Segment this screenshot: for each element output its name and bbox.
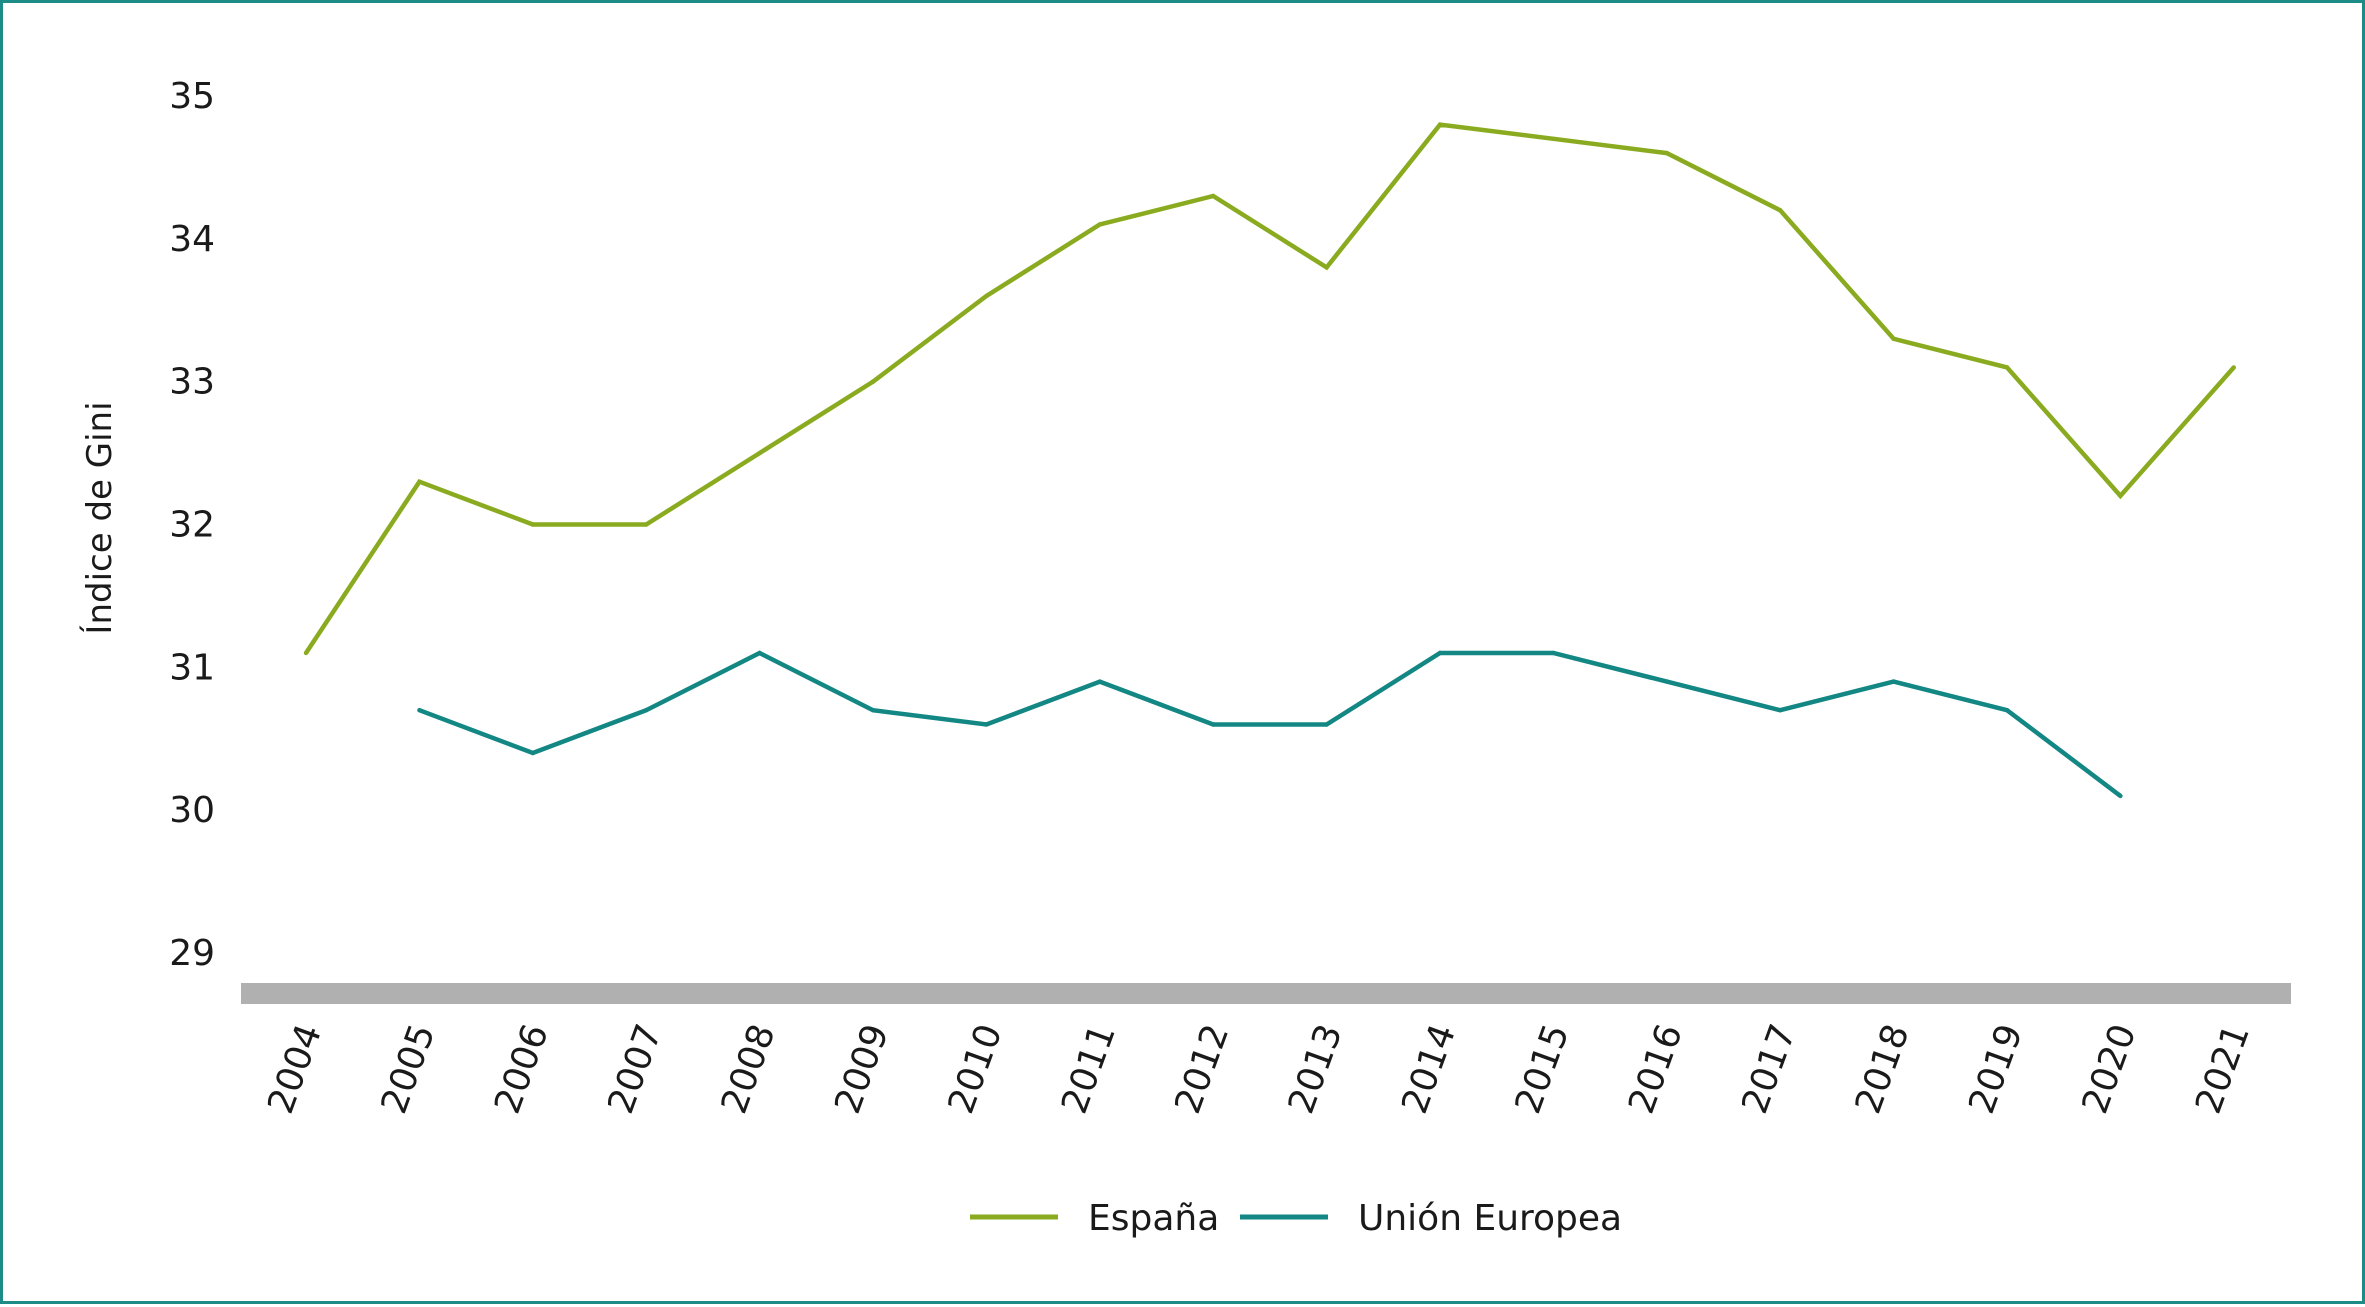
- data-point: [530, 522, 535, 527]
- legend-item-union-europea: Unión Europea: [1240, 1198, 1622, 1239]
- x-axis-bar: [241, 983, 2291, 1004]
- x-tick-label: 2020: [2075, 1019, 2145, 1119]
- data-point: [1211, 193, 1216, 199]
- series-espana: [303, 122, 2236, 656]
- legend-label: España: [1088, 1198, 1219, 1239]
- x-tick-label: 2007: [600, 1019, 670, 1119]
- data-point: [757, 650, 762, 656]
- data-point: [644, 522, 649, 527]
- x-tick-label: 2017: [1734, 1019, 1804, 1119]
- series-line: [304, 122, 2236, 655]
- data-point: [1437, 650, 1443, 656]
- x-tick-label: 2019: [1961, 1019, 2031, 1119]
- x-tick-label: 2005: [374, 1019, 444, 1119]
- data-point: [1891, 679, 1896, 684]
- x-tick-label: 2018: [1848, 1019, 1918, 1119]
- x-tick-label: 2008: [714, 1019, 784, 1119]
- data-point: [530, 750, 535, 756]
- data-point: [417, 708, 422, 713]
- x-axis-ticks: 2004 2005 2006 2007 2008 2009 2010 2011 2012 2013…: [260, 1019, 2258, 1119]
- data-point: [2118, 793, 2123, 799]
- data-point: [2231, 365, 2236, 370]
- x-tick-label: 2013: [1281, 1019, 1351, 1119]
- y-axis-title: Índice de Gini: [79, 401, 120, 634]
- x-axis-bar-group: [241, 983, 2291, 1004]
- data-point: [1437, 122, 1443, 127]
- data-point: [2004, 365, 2010, 370]
- data-point: [1778, 708, 1783, 713]
- x-tick-label: 2021: [2188, 1019, 2258, 1119]
- data-point: [1664, 679, 1670, 684]
- y-axis-ticks: 29 30 31 32 33 34 35: [169, 76, 215, 974]
- y-tick-label: 33: [169, 362, 215, 403]
- series-lines: [303, 122, 2236, 799]
- series-line: [418, 650, 2122, 798]
- data-point: [984, 722, 989, 727]
- y-tick-label: 31: [169, 647, 215, 688]
- x-tick-label: 2009: [827, 1019, 897, 1119]
- data-point: [984, 293, 989, 299]
- y-axis-title-group: Índice de Gini: [79, 401, 120, 634]
- data-point: [1778, 208, 1783, 213]
- y-tick-label: 34: [169, 219, 215, 260]
- series-union-europea: [417, 650, 2123, 799]
- x-tick-label: 2011: [1054, 1019, 1124, 1119]
- x-tick-label: 2010: [941, 1019, 1011, 1119]
- data-point: [1664, 150, 1670, 156]
- legend-item-espana: España: [970, 1198, 1219, 1239]
- x-tick-label: 2014: [1394, 1019, 1464, 1119]
- y-tick-label: 29: [169, 933, 215, 974]
- data-point: [2118, 493, 2123, 499]
- x-tick-label: 2016: [1621, 1019, 1691, 1119]
- data-point: [1551, 136, 1556, 141]
- x-tick-label: 2004: [260, 1019, 330, 1119]
- legend-label: Unión Europea: [1358, 1198, 1622, 1239]
- data-point: [1891, 336, 1896, 341]
- y-tick-label: 32: [169, 505, 215, 546]
- data-point: [1551, 650, 1556, 656]
- data-point: [1097, 222, 1103, 227]
- data-point: [870, 379, 876, 384]
- data-point: [1097, 679, 1103, 684]
- x-tick-label: 2012: [1167, 1019, 1237, 1119]
- y-tick-label: 30: [169, 790, 215, 831]
- data-point: [644, 708, 649, 713]
- x-tick-label: 2006: [487, 1019, 557, 1119]
- data-point: [417, 479, 422, 484]
- data-point: [870, 708, 876, 713]
- legend: España Unión Europea: [970, 1198, 1622, 1239]
- x-tick-label: 2015: [1508, 1019, 1578, 1119]
- data-point: [2004, 708, 2010, 713]
- data-point: [1324, 265, 1329, 270]
- data-point: [303, 650, 309, 656]
- y-tick-label: 35: [169, 76, 215, 117]
- data-point: [757, 450, 762, 456]
- data-point: [1324, 722, 1329, 727]
- data-point: [1211, 722, 1216, 727]
